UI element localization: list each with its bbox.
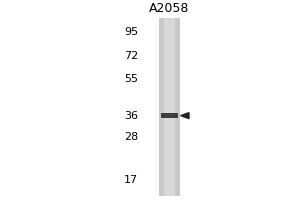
Text: A2058: A2058	[149, 2, 190, 16]
Text: 36: 36	[124, 111, 138, 121]
Text: 72: 72	[124, 51, 138, 61]
Text: 17: 17	[124, 175, 138, 185]
Bar	[161, 113, 178, 118]
Text: 55: 55	[124, 74, 138, 84]
Bar	[159, 18, 180, 196]
Polygon shape	[181, 113, 189, 119]
Text: 95: 95	[124, 27, 138, 37]
Bar	[164, 18, 175, 196]
Text: 28: 28	[124, 132, 138, 142]
